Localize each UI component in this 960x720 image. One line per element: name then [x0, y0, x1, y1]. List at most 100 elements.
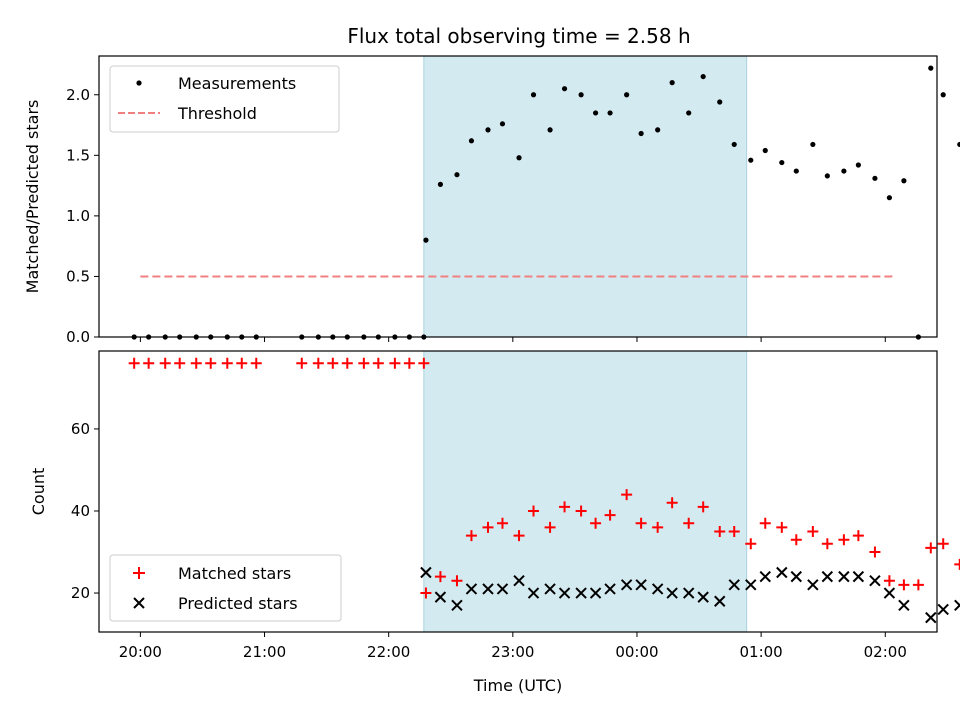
measurement-point	[928, 65, 934, 71]
top-axes-frame	[98, 55, 938, 338]
predicted-star-point	[575, 587, 587, 599]
top-y-axis: 0.0 0.5 1.0 1.5 2.0	[66, 86, 99, 346]
measurement-point	[824, 173, 830, 179]
measurement-point	[669, 80, 675, 86]
predicted-star-point	[434, 591, 447, 603]
predicted-star-point	[666, 587, 678, 599]
x-tick-label: 23:00	[491, 643, 534, 661]
measurement-point	[957, 141, 960, 148]
bottom-shaded-region	[423, 351, 748, 632]
measurement-point	[793, 168, 799, 174]
matched-star-point	[728, 525, 740, 537]
predicted-star-point	[821, 570, 834, 583]
predicted-star-point	[776, 566, 788, 579]
bottom-legend-box	[109, 554, 342, 622]
matched-star-point	[790, 534, 802, 546]
measurement-point	[423, 237, 429, 243]
predicted-star-point	[714, 595, 726, 607]
matched-star-point	[128, 357, 140, 369]
matched-star-point	[159, 357, 171, 369]
predicted-star-point	[745, 579, 757, 591]
predicted-star-point	[759, 570, 771, 583]
measurement-point	[762, 147, 768, 154]
measurement-point	[872, 175, 878, 181]
legend-measurements-label: Measurements	[178, 74, 296, 93]
measurement-point	[516, 155, 522, 161]
predicted-star-point	[420, 566, 432, 579]
matched-star-point	[559, 501, 571, 513]
matched-star-point	[759, 517, 771, 529]
measurement-point	[530, 92, 537, 98]
predicted-star-point	[937, 603, 949, 616]
predicted-star-point	[513, 575, 525, 587]
matched-star-point	[683, 517, 695, 529]
y-tick-label: 2.0	[66, 86, 90, 104]
top-y-axis-label: Matched/Predicted stars	[23, 100, 42, 294]
predicted-star-point	[620, 579, 633, 591]
predicted-star-point	[883, 587, 896, 599]
predicted-star-point	[651, 583, 664, 595]
matched-star-point	[327, 357, 339, 369]
matched-star-point	[937, 538, 949, 550]
measurement-point	[686, 110, 692, 116]
measurement-point	[841, 168, 847, 174]
bottom-legend: Matched stars Predicted stars	[109, 554, 342, 622]
predicted-star-point	[482, 583, 494, 595]
matched-star-point	[714, 525, 726, 537]
x-tick-label: 21:00	[243, 643, 286, 661]
matched-star-point	[590, 517, 602, 529]
measurement-point	[624, 92, 630, 98]
matched-star-point	[420, 587, 432, 599]
y-tick-label: 40	[71, 502, 90, 520]
predicted-star-point	[604, 583, 616, 595]
matched-star-point	[652, 521, 664, 533]
predicted-star-point	[790, 570, 803, 583]
matched-star-point	[697, 501, 709, 513]
bottom-x-axis: 20:00 21:00 22:00 23:00 00:00 01:00 02:00	[119, 632, 907, 661]
x-tick-label: 00:00	[615, 643, 658, 661]
predicted-star-point	[496, 583, 509, 595]
matched-star-point	[666, 497, 678, 509]
y-tick-label: 0.5	[66, 267, 90, 285]
predicted-star-point	[635, 579, 647, 591]
y-tick-label: 1.5	[66, 146, 90, 164]
measurement-point	[578, 92, 584, 98]
y-tick-label: 1.0	[66, 207, 90, 225]
measurement-point	[499, 121, 506, 127]
measurement-point	[779, 159, 785, 166]
predicted-star-point	[697, 591, 709, 603]
matched-star-point	[205, 357, 217, 369]
matched-star-point	[221, 357, 233, 369]
measurement-point	[468, 138, 475, 144]
matched-star-point	[190, 357, 202, 369]
measurement-point	[607, 110, 613, 116]
bottom-panel: 20 40 60 20:00 21:00 22:00 23:00 00:00 01:00 02:…	[29, 350, 960, 695]
bottom-y-axis-label: Count	[29, 468, 48, 516]
matched-star-point	[496, 517, 508, 529]
matched-star-point	[898, 579, 910, 591]
measurement-point	[655, 127, 661, 133]
measurement-point	[454, 172, 460, 178]
legend-matched-label: Matched stars	[178, 564, 291, 583]
matched-star-point	[236, 357, 248, 369]
measurement-point	[886, 195, 893, 201]
x-tick-label: 02:00	[864, 643, 907, 661]
predicted-star-point	[898, 599, 910, 612]
bottom-data-layer	[128, 357, 960, 624]
matched-star-point	[296, 357, 308, 369]
matched-star-point	[174, 357, 186, 369]
measurement-point	[855, 162, 861, 168]
measurement-point	[547, 127, 553, 133]
y-tick-label: 60	[71, 420, 90, 438]
measurement-point	[561, 86, 568, 92]
legend-threshold-label: Threshold	[177, 104, 257, 123]
predicted-star-point	[451, 599, 463, 612]
predicted-star-point	[558, 587, 571, 599]
observing-window-shade	[423, 56, 747, 337]
matched-star-point	[465, 530, 477, 542]
measurement-point	[700, 73, 706, 80]
measurement-point	[485, 127, 491, 133]
x-tick-label: 22:00	[367, 643, 410, 661]
predicted-star-point	[589, 587, 602, 599]
